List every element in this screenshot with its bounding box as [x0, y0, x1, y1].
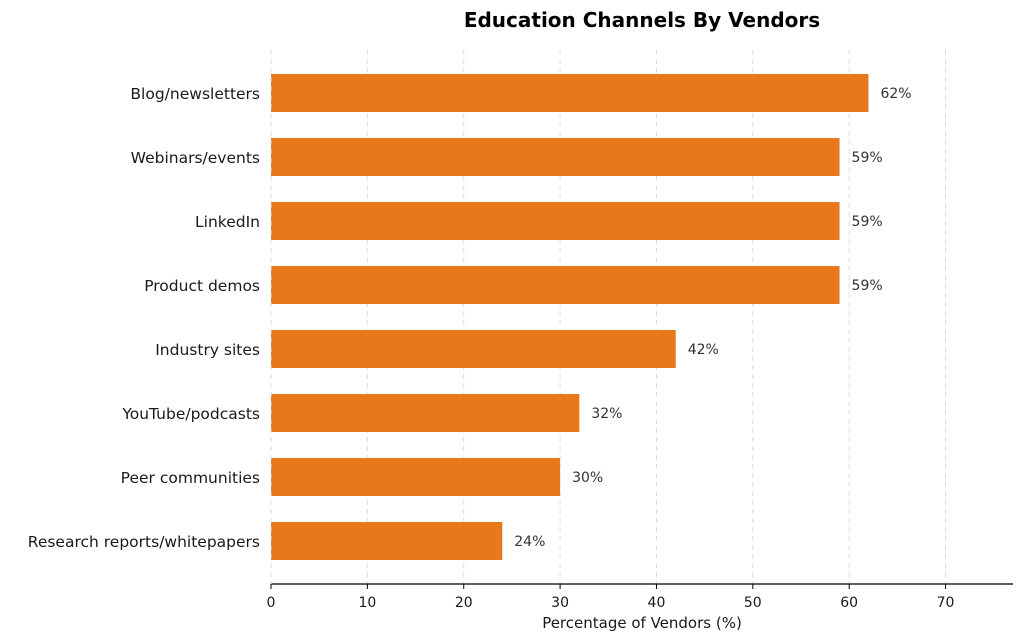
bar [271, 330, 676, 368]
category-label: LinkedIn [195, 213, 260, 231]
x-axis: 0 10 20 30 40 50 60 70 [267, 50, 1013, 611]
x-tick-label: 20 [455, 595, 473, 611]
bar [271, 202, 840, 240]
category-label: YouTube/podcasts [121, 405, 260, 423]
value-label: 24% [514, 534, 545, 550]
x-tick-label: 50 [744, 595, 762, 611]
grid-lines [270, 50, 947, 584]
bar [271, 394, 580, 432]
bar [271, 522, 503, 560]
bars [271, 74, 869, 560]
x-tick-label: 10 [358, 595, 376, 611]
bar [271, 138, 840, 176]
chart-title: Education Channels By Vendors [464, 8, 820, 32]
value-label: 59% [852, 278, 883, 294]
category-label: Peer communities [121, 469, 260, 487]
value-label: 30% [572, 470, 603, 486]
x-tick-label: 30 [551, 595, 569, 611]
x-tick-label: 60 [840, 595, 858, 611]
category-label: Webinars/events [131, 149, 260, 167]
x-tick-label: 40 [648, 595, 666, 611]
value-label: 42% [688, 342, 719, 358]
category-label: Blog/newsletters [130, 85, 260, 103]
x-tick-label: 0 [267, 595, 276, 611]
value-label: 59% [852, 214, 883, 230]
category-labels: Blog/newsletters Webinars/events LinkedIn P… [28, 85, 260, 551]
value-label: 62% [880, 86, 911, 102]
category-label: Industry sites [155, 341, 260, 359]
category-label: Product demos [144, 277, 260, 295]
bar [271, 458, 561, 496]
value-label: 32% [591, 406, 622, 422]
bar [271, 74, 869, 112]
value-labels: 62% 59% 59% 59% 42% 32% 30% 24% [514, 86, 911, 550]
category-label: Research reports/whitepapers [28, 533, 260, 551]
value-label: 59% [852, 150, 883, 166]
x-axis-title: Percentage of Vendors (%) [542, 614, 742, 632]
x-tick-label: 70 [937, 595, 955, 611]
bar [271, 266, 840, 304]
